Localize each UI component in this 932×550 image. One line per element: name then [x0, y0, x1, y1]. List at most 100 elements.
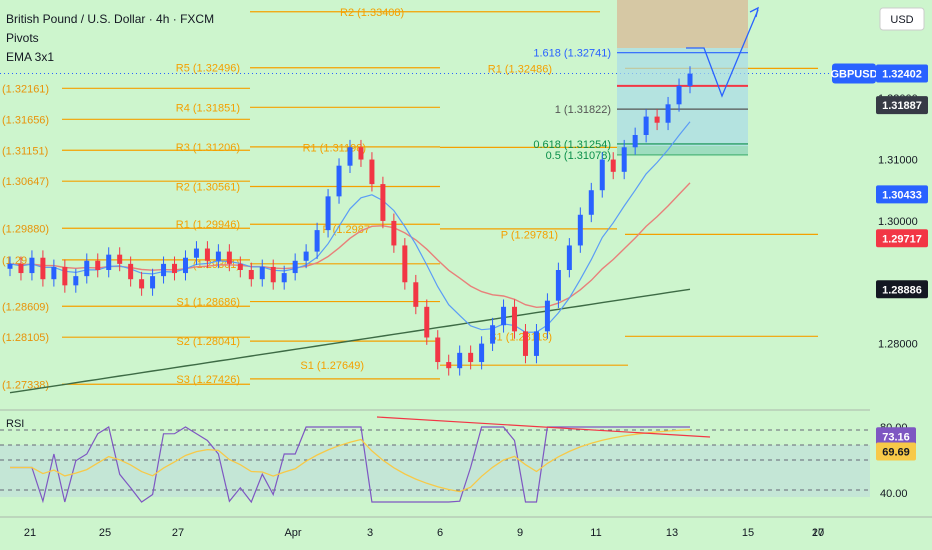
pivot-label: S2 (1.28041) — [176, 336, 240, 348]
pivot-label: R2 (1.33408) — [340, 7, 404, 19]
price-tag-text: 1.31887 — [882, 100, 922, 112]
legend-pivots[interactable]: Pivots — [6, 31, 39, 45]
pivot-lines: R2 (1.33408) R5 (1.32496) R1 (1.32486) R4 (… — [0, 7, 870, 391]
candle-body — [139, 279, 145, 289]
symbol-tag-text: GBPUSD — [830, 69, 877, 81]
time-tick: 15 — [742, 527, 754, 539]
price-tag — [876, 280, 928, 299]
candle-body — [193, 248, 199, 258]
entry-band — [617, 146, 748, 157]
rsi-line — [10, 426, 690, 504]
candle-body — [248, 270, 254, 280]
time-tick: Apr — [284, 527, 301, 539]
price-tick: 1.30000 — [878, 216, 918, 228]
candle-body — [106, 254, 112, 270]
pivot-label-left: (1.30647) — [2, 176, 49, 188]
candle-body — [610, 159, 616, 172]
candle-body — [369, 159, 375, 185]
candle-body — [468, 352, 474, 363]
pivot-label: R1 (1.31198) — [303, 142, 366, 154]
projection-arrow — [749, 6, 759, 18]
rsi-pane: RSI — [0, 409, 932, 504]
candle-body — [457, 352, 463, 369]
currency-label: USD — [890, 14, 913, 26]
time-tick: 9 — [517, 527, 523, 539]
candle-body — [314, 230, 320, 252]
price-tag-text: 1.32402 — [882, 69, 922, 81]
candle-body — [40, 257, 46, 280]
candle-body — [435, 337, 441, 363]
legend-ema[interactable]: EMA 3x1 — [6, 50, 55, 64]
price-tag — [876, 64, 928, 83]
pivot-label: R5 (1.32496) — [176, 63, 240, 75]
candle-body — [325, 196, 331, 231]
target-zone — [617, 0, 748, 48]
candle-body — [424, 306, 430, 338]
pivot-label-left: (1.28105) — [2, 332, 49, 344]
rsi-label: RSI — [6, 418, 24, 430]
candle-body — [577, 214, 583, 246]
time-tick: 11 — [590, 527, 601, 539]
candle-body — [182, 257, 188, 274]
candle-body — [632, 135, 638, 148]
currency-button[interactable] — [879, 7, 925, 31]
candle-body — [128, 263, 134, 280]
pivot-label: R1 (1.29946) — [176, 219, 240, 231]
candle-body — [643, 116, 649, 135]
candle-body — [533, 331, 539, 356]
price-tag-text: 1.29717 — [882, 233, 922, 245]
candle-body — [84, 260, 90, 277]
time-tick: 27 — [172, 527, 184, 539]
price-tick: 1.31000 — [878, 155, 918, 167]
pivot-label-left: (1.31656) — [2, 114, 49, 126]
candle-body — [446, 362, 452, 369]
candles — [7, 66, 693, 376]
rsi-tag — [876, 427, 916, 446]
time-tick: 6 — [437, 527, 443, 539]
fib-projection: 1.618 (1.32741) 1 (1.31822) 0.618 (1.31254… — [533, 0, 759, 162]
candle-body — [336, 165, 342, 197]
candle-body — [226, 251, 232, 264]
price-tag — [876, 185, 928, 204]
candle-body — [676, 85, 682, 105]
legend-title: British Pound / U.S. Dollar · 4h · FXCM — [6, 12, 215, 26]
pivot-label: S1 (1.28119) — [489, 331, 552, 343]
ema-slow-line — [9, 288, 691, 394]
fib-label: 1 (1.31822) — [555, 104, 611, 116]
candle-body — [566, 245, 572, 270]
projection-path — [686, 9, 759, 98]
time-tick: 20 — [812, 527, 824, 539]
time-tick: 21 — [24, 527, 36, 539]
pivot-label: P (1.29781) — [501, 229, 558, 241]
rsi-tag — [876, 442, 916, 461]
pivot-label-left: (1.27338) — [2, 379, 49, 391]
time-tick: 17 — [812, 527, 824, 539]
time-tick: 13 — [666, 527, 678, 539]
candle-body — [501, 306, 507, 326]
candle-body — [347, 147, 353, 166]
pivot-label: R4 (1.31851) — [176, 102, 240, 114]
candle-body — [161, 263, 167, 277]
pivot-label: R3 (1.31206) — [176, 142, 240, 154]
rsi-ma-line — [10, 429, 691, 493]
candle-body — [402, 245, 408, 283]
candle-body — [95, 260, 101, 270]
candle-body — [555, 270, 561, 301]
candle-body — [358, 147, 364, 160]
price-tag-text: 1.30433 — [882, 189, 922, 201]
time-tick: 25 — [99, 527, 111, 539]
price-tag — [876, 229, 928, 248]
fib-label: 1.618 (1.32741) — [533, 48, 611, 60]
candle-body — [215, 251, 221, 261]
candle-body — [490, 325, 496, 344]
candle-body — [259, 266, 265, 280]
candle-body — [150, 276, 156, 289]
pivot-label-left: (1.28609) — [2, 301, 49, 313]
candle-body — [292, 260, 298, 274]
rsi-band — [0, 445, 870, 497]
candle-body — [237, 263, 243, 270]
symbol-tag — [832, 63, 876, 84]
candle-body — [413, 282, 419, 307]
